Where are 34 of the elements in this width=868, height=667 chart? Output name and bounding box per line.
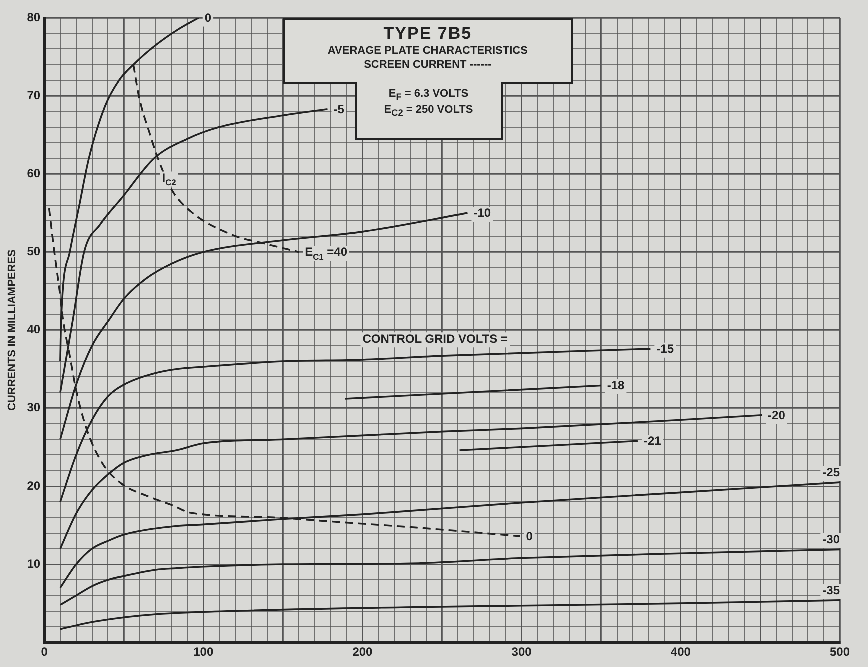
annotation: SCREEN CURRENT ------ <box>363 59 493 71</box>
series-label: 0 <box>204 11 212 25</box>
series-label: -21 <box>644 434 662 448</box>
series-label: -35 <box>822 583 840 598</box>
y-tick-label: 30 <box>27 400 41 415</box>
chart-title: TYPE 7B5 <box>382 24 474 44</box>
annotation: E$_{C2}$ = 250 VOLTS <box>383 104 474 118</box>
label-box: TYPE 7B5 AVERAGE PLATE CHARACTERISTICS SCREEN CURRENT ------ <box>283 18 573 84</box>
series-label: -10 <box>474 206 492 220</box>
x-tick-label: 300 <box>512 645 532 660</box>
line-series <box>60 548 840 606</box>
y-tick-label: 40 <box>27 322 41 337</box>
y-tick-label: 10 <box>27 556 41 571</box>
annotation: CONTROL GRID VOLTS = <box>362 332 508 346</box>
x-tick-label: 500 <box>830 645 850 660</box>
x-tick-label: 400 <box>670 645 692 660</box>
y-tick-label: 60 <box>27 166 41 180</box>
series-label: -25 <box>822 466 840 480</box>
label-box: E$_{F}$ = 6.3 VOLTS E$_{C2}$ = 250 VOLTS <box>354 82 503 140</box>
y-tick-label: 50 <box>27 244 41 259</box>
series-label: -20 <box>768 408 786 422</box>
y-tick-label: 80 <box>27 10 41 24</box>
series-label: -18 <box>607 378 626 393</box>
series-label: -5 <box>334 102 345 116</box>
series-label: 0 <box>526 529 534 544</box>
series-label: -15 <box>656 342 674 356</box>
annotation: E$_{F}$ = 6.3 VOLTS <box>388 88 470 102</box>
y-axis-title: CURRENTS IN MILLIAMPERES <box>6 250 19 411</box>
series-label: -30 <box>822 532 840 547</box>
y-tick-label: 20 <box>27 478 41 493</box>
x-tick-label: 0 <box>41 645 48 660</box>
y-tick-label: 70 <box>27 88 41 102</box>
x-tick-label: 100 <box>194 645 214 660</box>
x-tick-label: 200 <box>352 645 374 660</box>
